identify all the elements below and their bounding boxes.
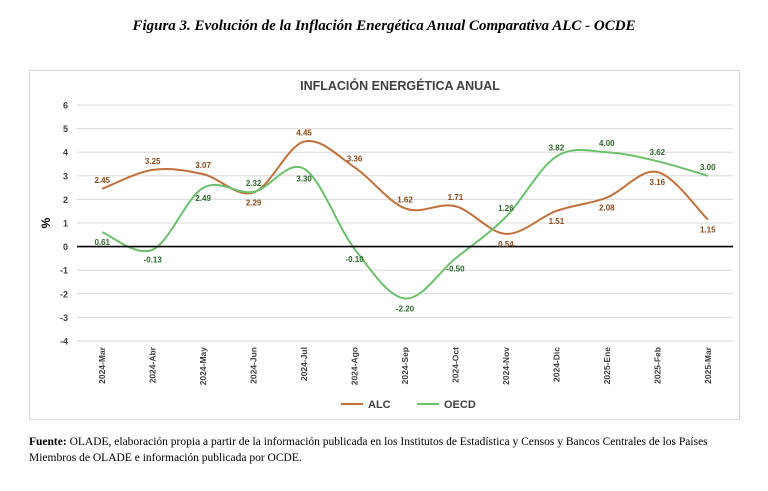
data-label-alc: 1.15 — [700, 225, 716, 234]
y-tick-label: -3 — [60, 313, 68, 323]
y-tick-label: 0 — [63, 242, 68, 252]
source-text: OLADE, elaboración propia a partir de la… — [29, 436, 708, 464]
y-tick-label: 6 — [63, 101, 68, 111]
y-tick-label: 5 — [63, 124, 68, 134]
x-tick-label: 2025-Mar — [703, 346, 713, 384]
data-label-oecd: 4.00 — [599, 139, 615, 148]
data-label-alc: 1.62 — [397, 195, 413, 204]
data-label-alc: 3.36 — [347, 154, 363, 163]
data-label-alc: 1.51 — [549, 217, 565, 226]
chart-title: INFLACIÓN ENERGÉTICA ANUAL — [300, 78, 500, 93]
data-label-alc: 3.25 — [145, 157, 161, 166]
series-line-oecd — [101, 148, 709, 300]
data-label-oecd: -0.10 — [345, 255, 364, 264]
x-tick-label: 2024-Abr — [148, 346, 158, 383]
line-chart: INFLACIÓN ENERGÉTICA ANUAL -4 -3 -2 -1 0 1 2 3 4 5… — [39, 78, 733, 411]
data-label-alc: 0.54 — [498, 240, 514, 249]
y-tick-label: -1 — [60, 266, 68, 276]
data-label-oecd: 3.30 — [296, 175, 312, 184]
y-tick-label: 3 — [63, 171, 68, 181]
source-note: Fuente: OLADE, elaboración propia a part… — [29, 434, 744, 466]
data-label-alc: 4.45 — [296, 129, 312, 138]
chart-frame: INFLACIÓN ENERGÉTICA ANUAL -4 -3 -2 -1 0 1 2 3 4 5… — [29, 70, 740, 420]
x-tick-label: 2025-Feb — [652, 347, 662, 384]
data-label-oecd: 0.61 — [94, 238, 110, 247]
data-label-oecd: 2.49 — [195, 194, 211, 203]
x-tick-label: 2025-Ene — [602, 347, 612, 385]
x-tick-label: 2024-Sep — [400, 347, 410, 384]
y-tick-label: 4 — [63, 148, 68, 158]
x-tick-label: 2024-Oct — [450, 347, 460, 383]
source-label: Fuente: — [29, 436, 67, 448]
data-label-oecd: 2.32 — [246, 179, 262, 188]
data-label-oecd: -0.13 — [144, 256, 163, 265]
x-tick-label: 2024-May — [198, 347, 208, 386]
data-label-alc: 1.71 — [448, 193, 464, 202]
x-tick-label: 2024-Jul — [299, 347, 309, 381]
data-label-oecd: -2.20 — [396, 305, 415, 314]
x-tick-label: 2024-Nov — [501, 347, 511, 385]
data-label-alc: 2.45 — [94, 176, 110, 185]
y-tick-label: -2 — [60, 289, 68, 299]
x-tick-label: 2024-Dic — [551, 347, 561, 382]
data-label-oecd: 3.82 — [549, 143, 565, 152]
y-axis-label: % — [39, 217, 53, 228]
legend-label-oecd: OECD — [444, 399, 476, 411]
legend-label-alc: ALC — [368, 399, 391, 411]
data-label-oecd: 3.00 — [700, 163, 716, 172]
data-label-oecd: -0.50 — [446, 264, 465, 273]
series-line-alc — [101, 140, 709, 235]
data-label-alc: 2.29 — [246, 199, 262, 208]
x-tick-label: 2024-Mar — [97, 346, 107, 384]
data-label-alc: 3.07 — [195, 161, 211, 170]
figure-title: Figura 3. Evolución de la Inflación Ener… — [132, 18, 636, 34]
data-label-alc: 3.16 — [650, 178, 666, 187]
y-tick-label: 2 — [63, 195, 68, 205]
y-tick-label: -4 — [60, 337, 68, 347]
data-label-oecd: 1.26 — [498, 204, 514, 213]
data-label-alc: 2.08 — [599, 204, 615, 213]
x-tick-label: 2024-Ago — [350, 347, 360, 385]
data-label-oecd: 3.62 — [650, 148, 666, 157]
y-tick-label: 1 — [63, 219, 68, 229]
x-tick-label: 2024-Jun — [249, 347, 259, 384]
